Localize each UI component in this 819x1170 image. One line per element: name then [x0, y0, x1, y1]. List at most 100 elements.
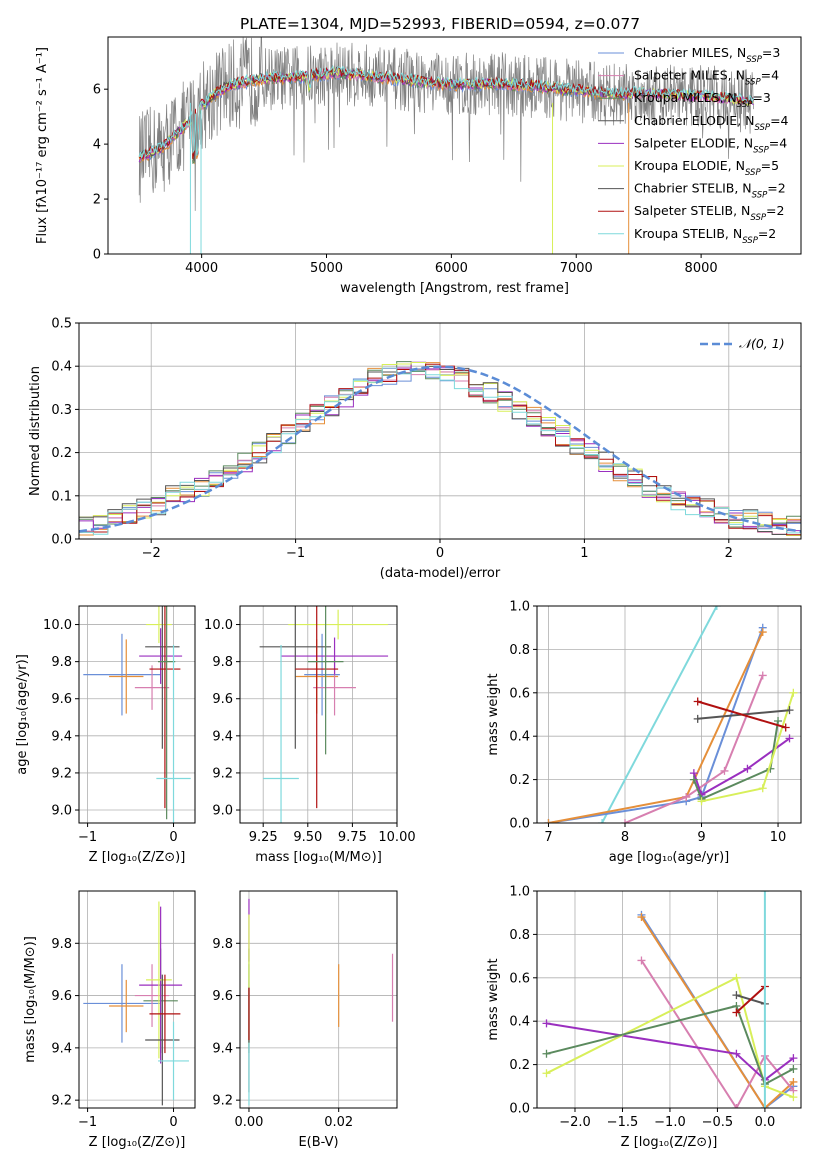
data-point-salpeter_stelib [149, 606, 181, 809]
panel-age_vs_mass: 9.25 9.50 9.75 10.00 9.0 9.2 9.4 9.6 9.8 10.0 mass… [204, 605, 416, 865]
weight-line-salpeter_elodie [546, 1022, 795, 1082]
x-tick-label: 9.75 [338, 830, 367, 845]
y-tick-label: 0.6 [509, 686, 530, 701]
plot-area [79, 361, 801, 536]
plus-marker [544, 819, 553, 823]
y-tick-label: 0.1 [51, 489, 72, 504]
y-axis-label: mass weight [486, 673, 501, 755]
legend-entry: Salpeter MILES, NSSP=4 [634, 68, 779, 88]
x-axis-label: (data-model)/error [380, 566, 501, 581]
y-tick-label: 10.0 [204, 618, 233, 633]
plus-marker [785, 734, 794, 743]
plot-area [542, 891, 798, 1108]
weight-line-kroupa_stelib [601, 606, 718, 823]
legend-entry: Kroupa MILES, NSSP=3 [634, 90, 771, 110]
x-tick-label: 9 [697, 830, 705, 845]
plus-marker [542, 1019, 551, 1028]
data-point-kroupa_elodie [146, 901, 172, 1059]
y-tick-label: 9.8 [212, 937, 233, 952]
data-point-chabrier_stelib [145, 606, 180, 749]
y-tick-label: 2 [93, 193, 101, 208]
plus-marker [789, 1093, 798, 1102]
x-tick-label: 0 [169, 1115, 177, 1130]
y-tick-label: 9.2 [212, 766, 233, 781]
y-tick-label: 9.8 [212, 655, 233, 670]
plus-marker [781, 723, 790, 732]
y-tick-label: 9.2 [212, 1094, 233, 1109]
legend-entry: Kroupa ELODIE, NSSP=5 [634, 158, 779, 178]
x-tick-label: −2.0 [559, 1115, 591, 1130]
x-tick-label: 0.0 [755, 1115, 776, 1130]
data-point-kroupa_stelib [156, 644, 191, 823]
y-tick-label: 9.2 [51, 1094, 72, 1109]
y-tick-label: 0.4 [509, 1015, 530, 1030]
y-tick-label: 9.8 [51, 655, 72, 670]
x-tick-label: 2 [725, 546, 733, 561]
spectrum-legend: Chabrier MILES, NSSP=3 Salpeter MILES, NS… [598, 45, 789, 246]
plus-marker [732, 1104, 741, 1108]
data-point-chabrier_miles [83, 964, 161, 1043]
y-tick-label: 9.4 [51, 729, 72, 744]
data-point-salpeter_stelib [149, 974, 181, 1054]
x-axis-label: age [log₁₀(age/yr)] [609, 850, 730, 865]
x-tick-label: 7 [544, 830, 552, 845]
legend-entry: Kroupa STELIB, NSSP=2 [634, 226, 776, 246]
plus-marker [789, 1077, 798, 1086]
plus-marker [637, 913, 646, 922]
plus-marker [732, 1008, 741, 1017]
axes-frame [239, 890, 398, 1109]
y-tick-label: 0.4 [509, 730, 530, 745]
x-axis-label: E(B-V) [298, 1135, 338, 1150]
x-tick-label: 8000 [685, 261, 718, 276]
x-tick-label: 5000 [310, 261, 343, 276]
histogram-kroupa_stelib [79, 367, 801, 535]
axes-frame [536, 605, 802, 824]
data-point-salpeter_miles [109, 979, 144, 1033]
axes-frame [78, 890, 196, 1109]
data-point-kroupa_stelib [158, 1021, 189, 1101]
panel-residuals: −2 −1 0 1 2 0.0 0.1 0.2 0.3 0.4 0.5 (data-model)/er… [28, 317, 802, 581]
plus-marker [743, 764, 752, 773]
x-tick-label: 0 [436, 546, 444, 561]
data-point-chabrier_stelib [259, 606, 331, 749]
y-tick-label: 10.0 [43, 618, 72, 633]
data-point-chabrier_elodie [134, 665, 170, 710]
y-tick-label: 4 [93, 138, 101, 153]
plus-marker [758, 628, 767, 637]
plus-marker [785, 706, 794, 715]
y-tick-label: 0.5 [51, 317, 72, 332]
x-tick-label: 8 [621, 830, 629, 845]
y-tick-label: 9.4 [212, 729, 233, 744]
y-axis-label: age [log₁₀(age/yr)] [15, 654, 30, 775]
y-tick-label: 0.0 [509, 1102, 530, 1117]
y-tick-label: 0.3 [51, 403, 72, 418]
plus-marker [697, 797, 706, 806]
x-tick-label: −1.0 [654, 1115, 686, 1130]
plot-area [83, 606, 191, 823]
y-axis-label: mass weight [486, 958, 501, 1040]
y-tick-label: 9.6 [212, 989, 233, 1004]
weight-line-kroupa_miles [546, 1004, 794, 1086]
y-axis-label: Flux [fλ10⁻¹⁷ erg cm⁻² s⁻¹ A⁻¹] [35, 47, 50, 244]
x-tick-label: 0.02 [324, 1115, 353, 1130]
panel-weight_vs_age: 7 8 9 10 0.0 0.2 0.4 0.6 0.8 1.0 age [log₁₀(age/yr… [486, 600, 802, 865]
x-tick-label: −0.5 [702, 1115, 734, 1130]
weight-line-salpeter_stelib [735, 985, 766, 1014]
y-tick-label: 9.4 [212, 1041, 233, 1056]
observed-spectrum-line [138, 37, 754, 211]
model-spectrum-chabrier_elodie [138, 67, 754, 163]
y-tick-label: 0.2 [509, 773, 530, 788]
y-tick-label: 0.6 [509, 971, 530, 986]
axes-frame [536, 890, 802, 1109]
weight-line-kroupa_miles [692, 720, 779, 801]
plus-marker [732, 1049, 741, 1058]
plus-marker [758, 784, 767, 793]
y-tick-label: 9.6 [51, 692, 72, 707]
data-point-salpeter_stelib [295, 606, 339, 809]
plus-marker [760, 891, 769, 895]
x-tick-label: 7000 [560, 261, 593, 276]
plus-marker [682, 792, 691, 801]
panel-age_vs_Z: −1 0 9.0 9.2 9.4 9.6 9.8 10.0 Z [log₁₀(Z/Z⊙)] age… [15, 605, 196, 865]
weight-line-chabrier_miles [548, 627, 764, 823]
panel-mass_vs_Z: −1 0 9.2 9.4 9.6 9.8 Z [log₁₀(Z/Z⊙)] mass [log₁… [23, 890, 196, 1150]
